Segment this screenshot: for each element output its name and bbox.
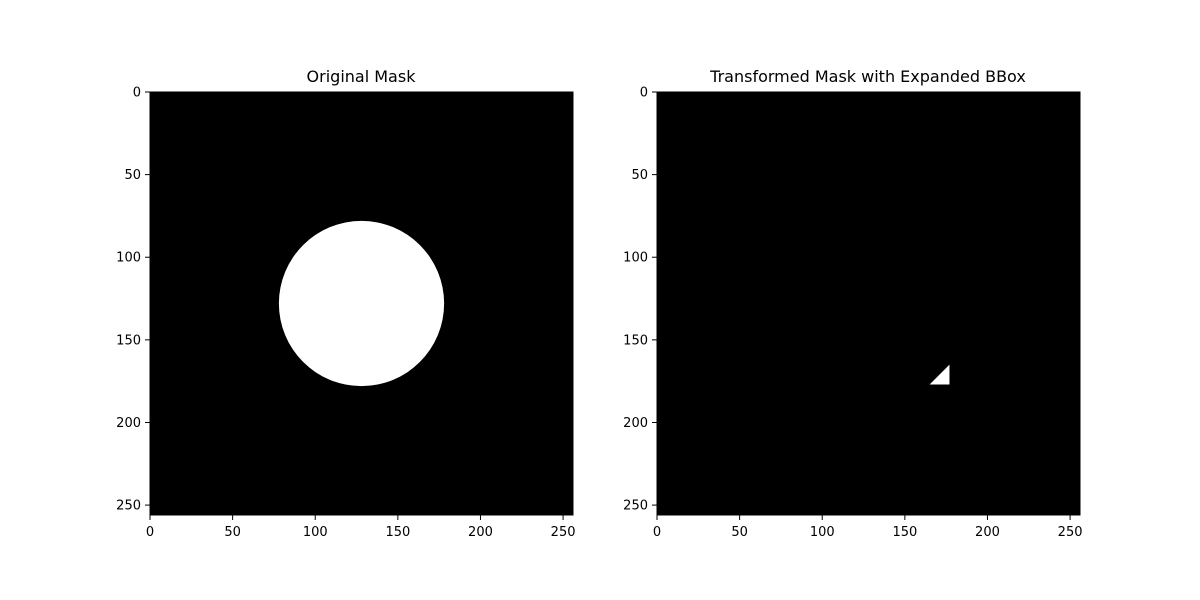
mask-shapes <box>929 364 950 385</box>
subplot-original-mask: Original Mask 0 50 100 150 200 250 0 50 100 150 2… <box>116 67 575 540</box>
mask-image-background <box>657 92 1080 515</box>
y-tick-label: 250 <box>623 499 648 514</box>
subplot-transformed-mask: Transformed Mask with Expanded BBox 0 50 1… <box>623 67 1082 540</box>
y-axis-ticks: 0 50 100 150 200 250 <box>623 86 657 514</box>
y-tick-label: 200 <box>623 416 648 431</box>
x-tick-label: 50 <box>224 525 241 540</box>
x-tick-label: 0 <box>653 525 661 540</box>
x-tick-label: 200 <box>975 525 1000 540</box>
x-tick-label: 250 <box>1058 525 1083 540</box>
y-tick-label: 0 <box>133 86 141 101</box>
axes-frame <box>656 91 1081 516</box>
axes-frame <box>149 91 574 516</box>
y-tick-label: 50 <box>124 168 141 183</box>
y-tick-label: 0 <box>640 86 648 101</box>
x-axis-ticks: 0 50 100 150 200 250 <box>653 515 1083 540</box>
x-tick-label: 50 <box>731 525 748 540</box>
y-tick-label: 50 <box>631 168 648 183</box>
y-tick-label: 150 <box>623 333 648 348</box>
x-tick-label: 100 <box>303 525 328 540</box>
x-tick-label: 250 <box>551 525 576 540</box>
x-tick-label: 150 <box>892 525 917 540</box>
y-axis-ticks: 0 50 100 150 200 250 <box>116 86 150 514</box>
y-tick-label: 200 <box>116 416 141 431</box>
x-axis-ticks: 0 50 100 150 200 250 <box>146 515 576 540</box>
y-tick-label: 250 <box>116 499 141 514</box>
subplot-title: Transformed Mask with Expanded BBox <box>709 67 1026 86</box>
y-tick-label: 150 <box>116 333 141 348</box>
x-tick-label: 200 <box>468 525 493 540</box>
mask-circle-region <box>278 220 445 387</box>
y-tick-label: 100 <box>116 251 141 266</box>
subplot-title: Original Mask <box>307 67 417 86</box>
mask-shapes <box>278 220 445 387</box>
x-tick-label: 150 <box>385 525 410 540</box>
x-tick-label: 100 <box>810 525 835 540</box>
mask-triangle-region <box>929 364 950 385</box>
y-tick-label: 100 <box>623 251 648 266</box>
x-tick-label: 0 <box>146 525 154 540</box>
